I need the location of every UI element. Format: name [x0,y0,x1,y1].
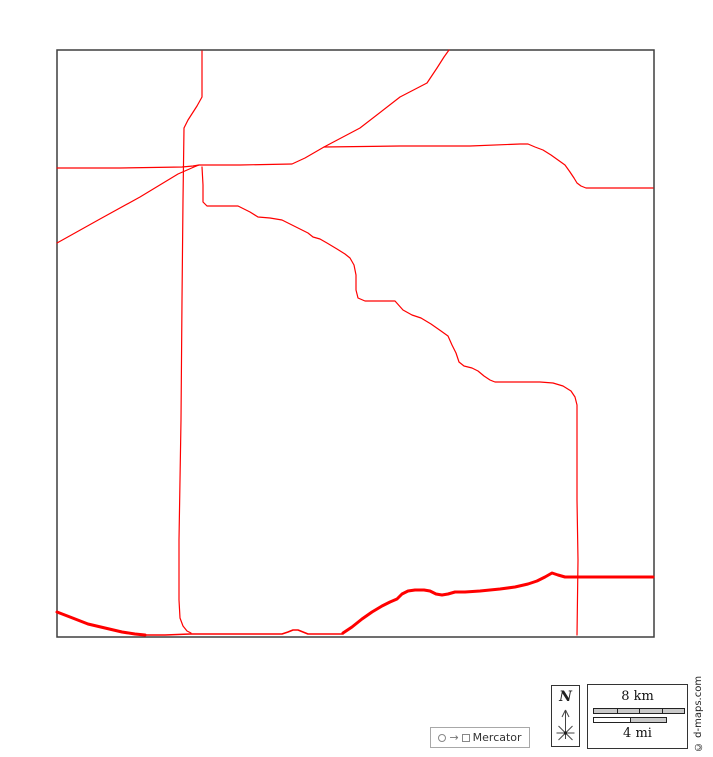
compass-box: N [551,685,580,747]
scale-km-bar [593,708,685,714]
road-sw-ne-diagonal [56,49,450,244]
road-east-horizontal [323,143,654,189]
scale-segment [616,709,639,713]
scale-segment [594,709,617,713]
projection-badge: → Mercator [430,727,530,748]
map-frame [56,49,655,638]
scale-segment [594,718,630,722]
highway-west-thick [55,610,147,637]
projection-square-icon [461,733,470,742]
arrow-right-icon: → [449,731,459,744]
scale-segment [630,718,666,722]
north-label: N [559,689,572,705]
scale-segment [639,709,662,713]
scale-segment [661,709,684,713]
scale-mi-label: 4 mi [623,726,652,741]
road-central-southeast [201,166,579,636]
scale-km-label: 8 km [621,689,654,704]
globe-circle-icon [438,733,447,742]
copyright-credit: © d-maps.com [693,675,704,752]
projection-label: Mercator [472,731,522,744]
highway-east-thick [341,571,655,635]
north-arrow-icon [556,709,575,741]
road-north-south-west [178,50,203,634]
scale-mi-bar [593,717,667,723]
road-bottom-border [144,629,344,636]
scalebar-box: 8 km 4 mi [587,684,688,749]
road-west-horizontal [56,164,200,169]
